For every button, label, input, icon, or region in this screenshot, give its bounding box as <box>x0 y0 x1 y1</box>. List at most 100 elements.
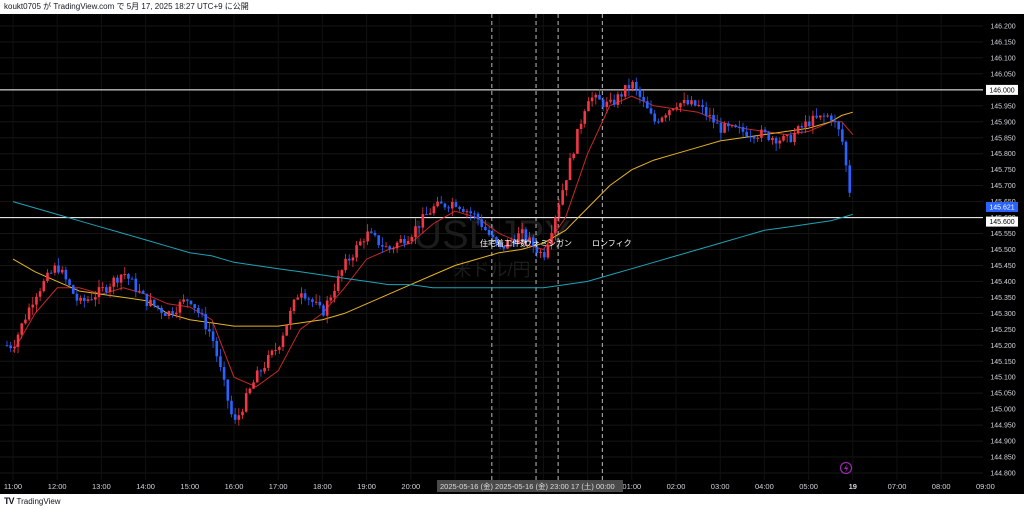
candle-body <box>160 307 163 313</box>
candle-body <box>498 242 502 246</box>
candle-body <box>388 246 392 250</box>
candle-body <box>193 304 196 309</box>
price-chart[interactable]: USDJPY 米ドル/円 住宅着工件数 ウォミシガン ロンフィク 146.200… <box>0 14 1024 494</box>
footer-bar: TV TradingView <box>0 494 1024 509</box>
candle-body <box>520 229 524 234</box>
candle-body <box>715 122 719 124</box>
candle-body <box>370 231 373 233</box>
y-tick-label: 146.050 <box>990 71 1015 78</box>
candle-body <box>800 126 804 128</box>
candle-body <box>186 299 189 301</box>
candle-body <box>53 265 57 273</box>
candle-body <box>381 245 384 247</box>
lightning-icon[interactable] <box>839 461 853 475</box>
candle-body <box>517 233 520 244</box>
candle-body <box>57 265 60 273</box>
candle-body <box>679 103 682 108</box>
y-tick-label: 145.400 <box>990 279 1015 286</box>
snapshot-caption: koukt0705 が TradingView.com で 5月 17, 202… <box>0 0 1024 14</box>
candle-body <box>329 297 333 301</box>
candle-body <box>778 140 782 144</box>
y-tick-label: 145.350 <box>990 295 1015 302</box>
y-tick-label: 145.450 <box>990 263 1015 270</box>
candle-body <box>241 411 244 416</box>
y-tick-label: 145.100 <box>990 375 1015 382</box>
candle-body <box>141 290 145 294</box>
candle-body <box>675 107 679 109</box>
x-tick-label: 12:00 <box>48 482 67 491</box>
x-tick-label: 07:00 <box>888 482 907 491</box>
candle-body <box>222 367 226 380</box>
candle-body <box>447 207 450 209</box>
candle-body <box>815 115 818 118</box>
candle-body <box>255 370 259 383</box>
event-date-highlight-bg <box>437 480 623 492</box>
candle-body <box>432 206 436 214</box>
candle-body <box>594 94 598 98</box>
candle-body <box>793 133 796 143</box>
x-tick-label: 02:00 <box>667 482 686 491</box>
candle-body <box>105 287 108 293</box>
candle-body <box>583 111 587 124</box>
candle-body <box>484 226 487 231</box>
x-tick-label: 14:00 <box>136 482 155 491</box>
candle-body <box>219 356 222 368</box>
candle-body <box>425 214 428 216</box>
candle-body <box>46 272 49 281</box>
y-tick-label: 144.900 <box>990 439 1015 446</box>
x-tick-label: 08:00 <box>932 482 951 491</box>
candle-body <box>642 96 645 102</box>
candle-body <box>587 101 590 112</box>
candle-body <box>436 201 439 207</box>
candle-body <box>233 414 237 420</box>
candle-body <box>152 299 156 306</box>
candle-body <box>138 290 141 292</box>
candle-body <box>568 158 572 181</box>
candle-body <box>97 287 101 298</box>
event-labels: 住宅着工件数 ウォミシガン ロンフィク <box>480 238 632 248</box>
candle-body <box>495 237 498 243</box>
y-tick-label: 145.900 <box>990 119 1015 126</box>
candle-body <box>244 393 248 412</box>
candle-body <box>660 117 664 122</box>
tradingview-logo[interactable]: TV TradingView <box>4 494 61 509</box>
x-tick-label: 09:00 <box>976 482 995 491</box>
candle-body <box>749 136 752 138</box>
candle-body <box>690 100 693 105</box>
candle-body <box>682 99 686 104</box>
candle-body <box>20 323 24 335</box>
candle-body <box>116 277 119 283</box>
x-tick-label: 18:00 <box>313 482 332 491</box>
candle-body <box>366 231 369 242</box>
candle-body <box>314 301 318 303</box>
horizontal-lines[interactable] <box>0 89 983 219</box>
y-tick-label: 145.200 <box>990 343 1015 350</box>
candle-body <box>421 214 425 228</box>
candle-body <box>631 81 634 89</box>
candle-body <box>796 126 800 134</box>
y-tick-label: 145.550 <box>990 231 1015 238</box>
candles <box>5 77 852 426</box>
candle-body <box>443 203 447 208</box>
candle-body <box>384 246 388 248</box>
candle-body <box>248 388 252 394</box>
candle-body <box>609 99 612 102</box>
candle-body <box>300 293 303 298</box>
candle-body <box>75 293 79 301</box>
candle-body <box>771 138 774 141</box>
candle-body <box>200 312 204 315</box>
x-tick-label: 04:00 <box>755 482 774 491</box>
candle-body <box>101 287 104 289</box>
candle-body <box>752 136 756 139</box>
y-tick-label: 146.150 <box>990 39 1015 46</box>
candle-body <box>627 85 631 89</box>
candle-body <box>756 137 760 139</box>
candle-body <box>554 217 557 233</box>
candle-body <box>693 100 697 106</box>
candle-body <box>307 298 311 300</box>
candle-body <box>576 128 579 154</box>
ma-long-line <box>12 201 853 289</box>
last-price-badge-bg <box>986 202 1018 212</box>
y-tick-label: 145.300 <box>990 311 1015 318</box>
